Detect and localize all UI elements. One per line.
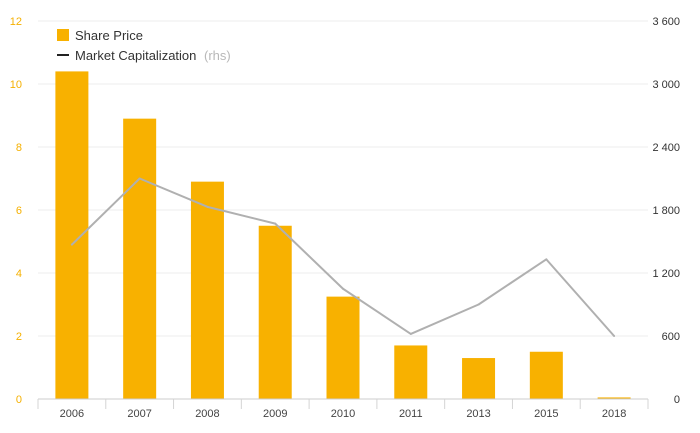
x-axis-tick-label: 2006	[60, 408, 84, 420]
right-axis-tick-label: 2 400	[652, 142, 680, 154]
left-axis-tick-label: 12	[10, 16, 22, 28]
left-axis-tick-label: 10	[10, 79, 22, 91]
market-cap-point-2007	[138, 177, 141, 180]
right-axis-tick-label: 1 800	[652, 205, 680, 217]
x-axis-tick-label: 2018	[602, 408, 626, 420]
market-cap-point-2018	[613, 335, 616, 337]
share-price-bar-2006	[55, 71, 89, 400]
share-price-bar-2007	[123, 118, 157, 400]
right-axis-tick-label: 3 000	[652, 79, 680, 91]
market-cap-point-2013	[477, 303, 480, 306]
left-axis-tick-label: 0	[16, 394, 22, 406]
share-price-bar-2018	[597, 397, 631, 399]
x-axis-tick-label: 2011	[399, 408, 423, 420]
market-cap-point-2011	[409, 332, 412, 335]
right-axis-tick-label: 3 600	[652, 16, 680, 28]
x-axis-tick-label: 2013	[466, 408, 490, 420]
x-axis-tick-label: 2015	[534, 408, 558, 420]
left-axis-tick-label: 8	[16, 142, 22, 154]
legend-label-share-price: Share Price	[75, 28, 143, 43]
market-cap-point-2010	[342, 287, 344, 290]
legend-label-market-cap-rhs: (rhs)	[204, 48, 231, 63]
left-axis-tick-label: 6	[16, 205, 22, 217]
legend-label-market-cap: Market Capitalization (rhs)	[75, 48, 231, 63]
right-axis-tick-label: 600	[662, 331, 680, 343]
legend-label-market-cap-name: Market Capitalization	[75, 48, 196, 63]
share-price-bar-2009	[258, 225, 292, 399]
share-price-bars	[55, 71, 631, 400]
market-cap-point-2006	[70, 243, 73, 246]
market-cap-line	[70, 177, 616, 337]
market-cap-point-2009	[274, 222, 277, 225]
share-price-bar-2011	[394, 345, 428, 399]
share-price-bar-2010	[326, 296, 360, 399]
left-axis-tick-label: 2	[16, 331, 22, 343]
x-axis-tick-label: 2010	[331, 408, 355, 420]
share-price-bar-2015	[529, 351, 563, 399]
axes: 0 0 2 600 4 1 200 6 1 800 8 2 400 10 3 000 12 3 600 20…	[10, 16, 680, 420]
market-cap-point-2015	[545, 258, 548, 261]
x-axis-tick-label: 2008	[195, 408, 219, 420]
market-cap-point-2008	[206, 205, 209, 208]
left-axis-tick-label: 4	[16, 268, 22, 280]
x-axis-tick-label: 2009	[263, 408, 287, 420]
share-price-bar-2013	[462, 358, 496, 399]
x-axis-tick-label: 2007	[127, 408, 151, 420]
legend-swatch-share-price	[57, 29, 69, 41]
legend: Share Price Market Capitalization (rhs)	[57, 28, 231, 63]
share-price-bar-2008	[190, 181, 224, 399]
right-axis-tick-label: 0	[674, 394, 680, 406]
right-axis-tick-label: 1 200	[652, 268, 680, 280]
